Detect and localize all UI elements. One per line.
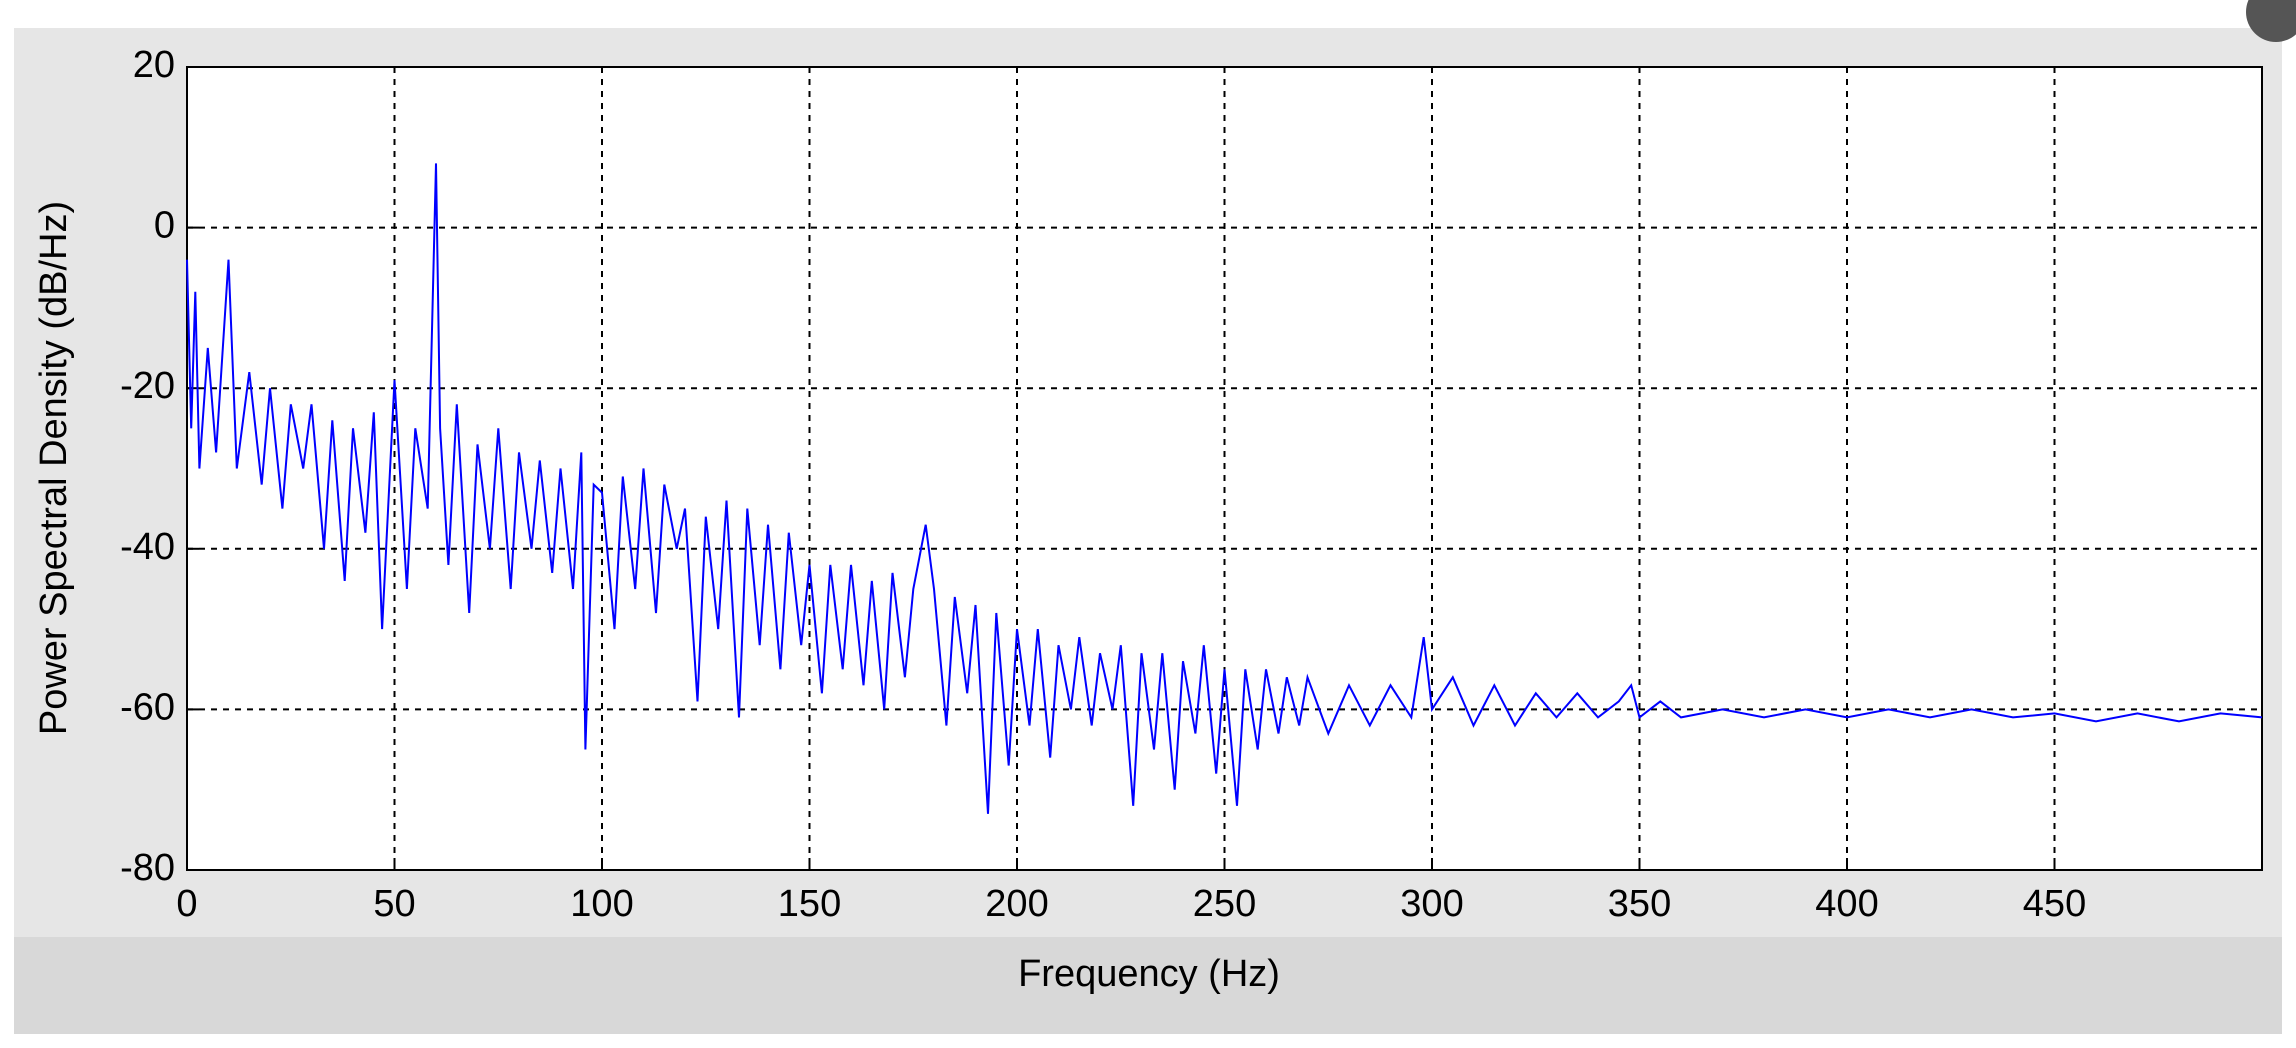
x-tick-label: 150: [778, 883, 841, 925]
x-axis-label: Frequency (Hz): [1018, 953, 1280, 995]
y-tick-label: -20: [120, 365, 175, 407]
psd-line: [186, 163, 2263, 814]
y-axis-label: Power Spectral Density (dB/Hz): [33, 201, 75, 735]
x-tick-label: 350: [1608, 883, 1671, 925]
x-tick-label: 0: [176, 883, 197, 925]
x-tick-label: 300: [1400, 883, 1463, 925]
y-tick-label: 20: [133, 44, 175, 86]
x-tick-label: 250: [1193, 883, 1256, 925]
x-tick-label: 100: [570, 883, 633, 925]
y-tick-label: -40: [120, 526, 175, 568]
y-tick-label: -80: [120, 847, 175, 889]
x-tick-label: 200: [985, 883, 1048, 925]
x-tick-label: 400: [1815, 883, 1878, 925]
corner-button: [2246, 0, 2296, 42]
x-tick-label: 450: [2023, 883, 2086, 925]
x-tick-label: 50: [373, 883, 415, 925]
y-tick-label: -60: [120, 686, 175, 728]
label-bar: [14, 937, 2282, 1034]
y-tick-label: 0: [154, 205, 175, 247]
